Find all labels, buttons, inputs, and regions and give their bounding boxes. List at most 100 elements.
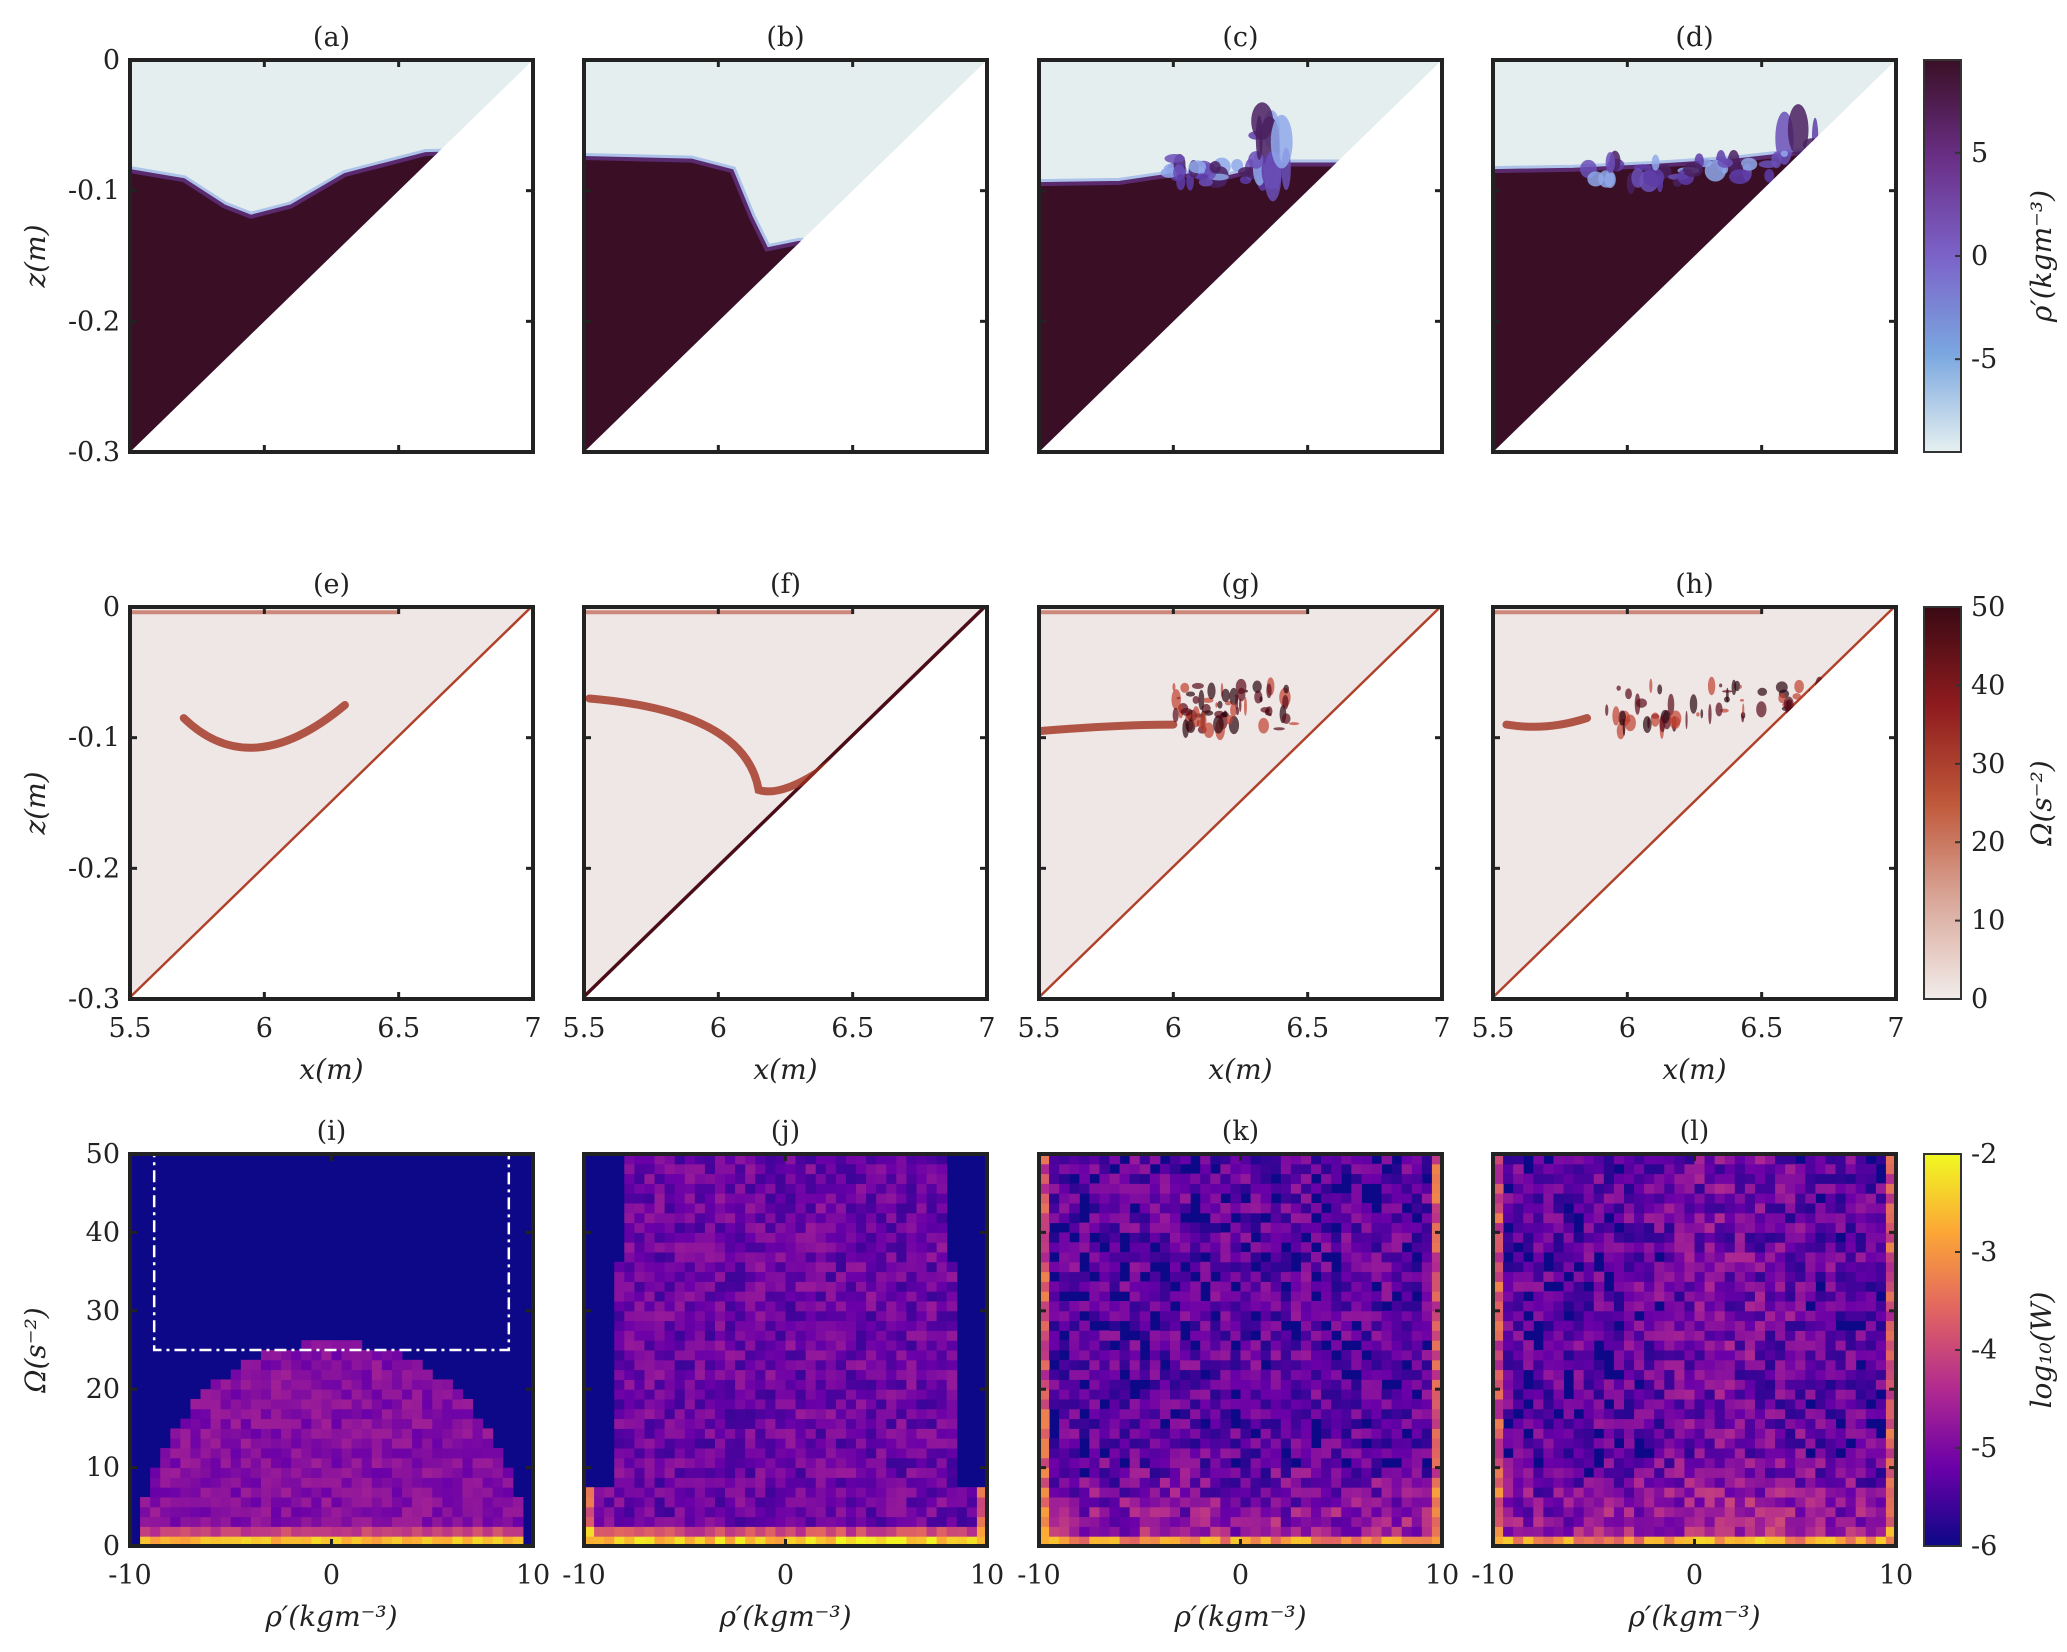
pdf-cell	[1402, 1174, 1413, 1184]
pdf-cell	[311, 1409, 322, 1419]
pdf-cell	[332, 1428, 343, 1438]
pdf-cell	[1695, 1477, 1706, 1487]
pdf-cell	[927, 1193, 938, 1203]
pdf-cell	[1402, 1183, 1413, 1193]
pdf-cell	[190, 1428, 201, 1438]
pdf-cell	[745, 1164, 756, 1174]
pdf-cell	[1503, 1409, 1514, 1419]
pdf-cell	[1715, 1291, 1726, 1301]
pdf-cell	[1301, 1389, 1312, 1399]
pdf-cell	[1251, 1164, 1262, 1174]
pdf-cell	[1220, 1242, 1231, 1252]
pdf-cell	[1382, 1409, 1393, 1419]
pdf-cell	[1120, 1517, 1131, 1527]
pdf-cell	[705, 1468, 716, 1478]
pdf-cell	[1210, 1330, 1221, 1340]
pdf-cell	[816, 1428, 827, 1438]
pdf-cell	[251, 1379, 262, 1389]
pdf-cell	[1674, 1379, 1685, 1389]
pdf-cell	[1725, 1487, 1736, 1497]
pdf-cell	[655, 1458, 666, 1468]
pdf-cell	[1412, 1321, 1423, 1331]
pdf-cell	[1321, 1507, 1332, 1517]
pdf-cell	[1614, 1428, 1625, 1438]
pdf-cell	[1513, 1370, 1524, 1380]
pdf-cell	[1120, 1448, 1131, 1458]
pdf-cell	[947, 1448, 958, 1458]
pdf-cell	[665, 1487, 676, 1497]
pdf-cell	[725, 1174, 736, 1184]
pdf-cell	[170, 1428, 181, 1438]
pdf-cell	[1634, 1164, 1645, 1174]
pdf-cell	[916, 1174, 927, 1184]
vorticity-patch	[1643, 716, 1652, 733]
pdf-cell	[1230, 1272, 1241, 1282]
pdf-cell	[1241, 1232, 1252, 1242]
pdf-cell	[1281, 1252, 1292, 1262]
pdf-cell	[1361, 1203, 1372, 1213]
pdf-cell	[160, 1526, 171, 1536]
pdf-cell	[846, 1468, 857, 1478]
pdf-cell	[1110, 1507, 1121, 1517]
pdf-cell	[755, 1487, 766, 1497]
pdf-cell	[1230, 1517, 1241, 1527]
pdf-cell	[826, 1497, 837, 1507]
pdf-cell	[1120, 1487, 1131, 1497]
pdf-cell	[1574, 1340, 1585, 1350]
pdf-cell	[715, 1389, 726, 1399]
pdf-cell	[695, 1301, 706, 1311]
pdf-cell	[1190, 1281, 1201, 1291]
pdf-cell	[634, 1321, 645, 1331]
mixing-blob	[1812, 118, 1818, 159]
pdf-cell	[906, 1311, 917, 1321]
pdf-cell	[675, 1360, 686, 1370]
pdf-cell	[1725, 1272, 1736, 1282]
pdf-cell	[1402, 1223, 1413, 1233]
pdf-cell	[655, 1242, 666, 1252]
pdf-cell	[1664, 1213, 1675, 1223]
pdf-cell	[362, 1409, 373, 1419]
pdf-cell	[1059, 1507, 1070, 1517]
pdf-cell	[836, 1468, 847, 1478]
pdf-cell	[1634, 1409, 1645, 1419]
pdf-cell	[644, 1232, 655, 1242]
pdf-cell	[1654, 1497, 1665, 1507]
pdf-cell	[836, 1340, 847, 1350]
pdf-cell	[1503, 1262, 1514, 1272]
pdf-cell	[1422, 1252, 1433, 1262]
pdf-cell	[624, 1340, 635, 1350]
pdf-cell	[1644, 1262, 1655, 1272]
pdf-cell	[927, 1477, 938, 1487]
pdf-cell	[1230, 1262, 1241, 1272]
pdf-cell	[1523, 1409, 1534, 1419]
pdf-cell	[1564, 1252, 1575, 1262]
pdf-cell	[1321, 1370, 1332, 1380]
pdf-cell	[1574, 1487, 1585, 1497]
pdf-cell	[916, 1526, 927, 1536]
pdf-cell	[1745, 1526, 1756, 1536]
pdf-cell	[1371, 1438, 1382, 1448]
pdf-cell	[786, 1350, 797, 1360]
pdf-cell	[937, 1223, 948, 1233]
pdf-cell	[715, 1330, 726, 1340]
pdf-cell	[452, 1477, 463, 1487]
pdf-cell	[775, 1487, 786, 1497]
pdf-cell	[1695, 1164, 1706, 1174]
pdf-cell	[614, 1291, 625, 1301]
pdf-cell	[211, 1448, 222, 1458]
pdf-cell	[1422, 1399, 1433, 1409]
pdf-cell	[1089, 1262, 1100, 1272]
pdf-cell	[906, 1379, 917, 1389]
pdf-cell	[1301, 1497, 1312, 1507]
pdf-cell	[1341, 1242, 1352, 1252]
pdf-cell	[775, 1321, 786, 1331]
pdf-cell	[1564, 1497, 1575, 1507]
pdf-cell	[806, 1223, 817, 1233]
pdf-cell	[1110, 1526, 1121, 1536]
pdf-cell	[1604, 1468, 1615, 1478]
pdf-cell	[745, 1360, 756, 1370]
pdf-cell	[1725, 1497, 1736, 1507]
pdf-cell	[846, 1458, 857, 1468]
pdf-cell	[876, 1526, 887, 1536]
pdf-cell	[1059, 1477, 1070, 1487]
